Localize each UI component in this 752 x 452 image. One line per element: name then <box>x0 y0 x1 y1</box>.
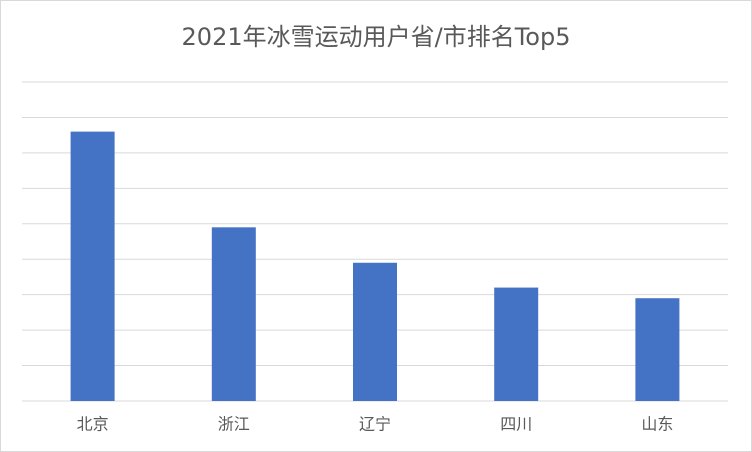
x-tick-label: 四川 <box>500 415 532 434</box>
x-tick-label: 北京 <box>77 415 109 434</box>
bar <box>353 262 397 401</box>
x-tick-label: 浙江 <box>218 415 250 434</box>
bar <box>635 298 680 401</box>
chart-title: 2021年冰雪运动用户省/市排名Top5 <box>182 23 571 51</box>
x-tick-label: 山东 <box>641 415 673 434</box>
x-tick-label: 辽宁 <box>359 415 391 434</box>
bar <box>211 227 256 401</box>
bar <box>70 131 115 401</box>
bar <box>494 287 539 401</box>
